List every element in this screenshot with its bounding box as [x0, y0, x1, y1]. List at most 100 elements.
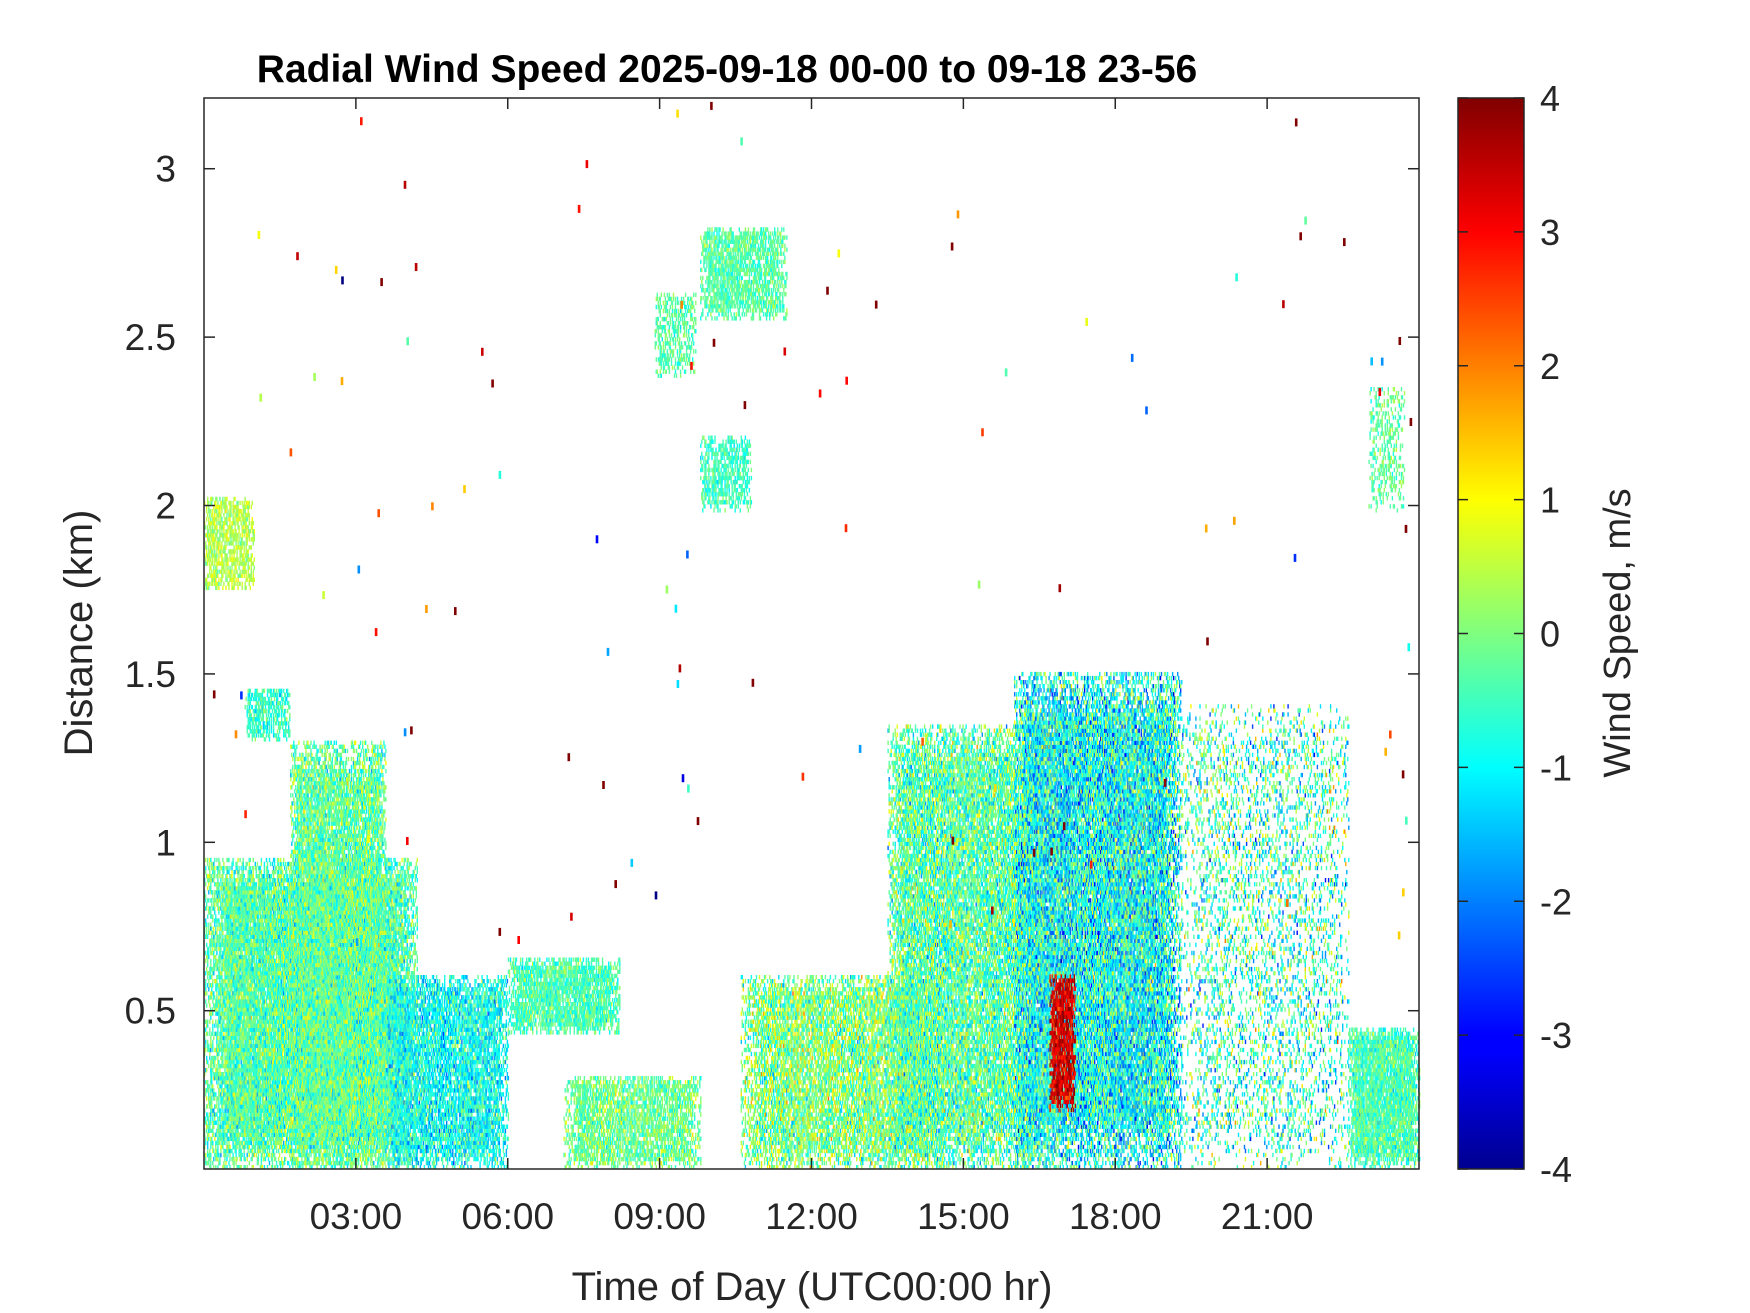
heatmap-cell — [220, 1149, 221, 1153]
heatmap-cell — [250, 923, 251, 927]
heatmap-cell — [216, 1100, 217, 1104]
heatmap-cell — [241, 947, 242, 951]
heatmap-cell — [252, 963, 253, 967]
heatmap-cell — [222, 1056, 223, 1060]
heatmap-cell — [221, 1032, 222, 1036]
heatmap-cell — [227, 1040, 228, 1044]
heatmap-cell — [205, 1048, 206, 1052]
heatmap-cell — [210, 1145, 211, 1149]
heatmap-cell — [208, 1133, 209, 1137]
heatmap-cell — [252, 1157, 253, 1161]
heatmap-cell — [214, 874, 215, 878]
heatmap-cell — [233, 1060, 234, 1064]
heatmap-cell — [256, 959, 257, 963]
heatmap-cell — [207, 1080, 208, 1084]
heatmap-cell — [249, 1032, 250, 1036]
heatmap-cell — [243, 1040, 244, 1044]
heatmap-cell — [226, 874, 227, 878]
heatmap-cell — [219, 1161, 220, 1165]
heatmap-cell — [207, 1060, 208, 1064]
heatmap-cell — [216, 947, 217, 951]
heatmap-cell — [241, 866, 242, 870]
heatmap-cell — [212, 914, 213, 918]
heatmap-cell — [211, 874, 212, 878]
heatmap-cell — [254, 979, 255, 983]
heatmap-cell — [205, 1117, 206, 1121]
heatmap-cell — [229, 866, 230, 870]
heatmap-cell — [213, 991, 214, 995]
heatmap-cell — [229, 991, 230, 995]
heatmap-cell — [208, 923, 209, 927]
heatmap-cell — [210, 963, 211, 967]
heatmap-cell — [239, 971, 240, 975]
heatmap-cell — [246, 866, 247, 870]
heatmap-cell — [219, 894, 220, 898]
heatmap-cell — [234, 995, 235, 999]
heatmap-cell — [209, 1149, 210, 1153]
chart-title: Radial Wind Speed 2025-09-18 00-00 to 09… — [257, 48, 1197, 91]
heatmap-cell — [241, 1015, 242, 1019]
heatmap-cell — [238, 882, 239, 886]
heatmap-cell — [220, 995, 221, 999]
heatmap-cell — [232, 1076, 233, 1080]
heatmap-cell — [236, 931, 237, 935]
heatmap-cell — [227, 1153, 228, 1157]
heatmap-cell — [211, 1076, 212, 1080]
heatmap-cell — [207, 983, 208, 987]
heatmap-cell — [245, 1157, 246, 1161]
heatmap-cell — [216, 1007, 217, 1011]
heatmap-cell — [211, 898, 212, 902]
heatmap-cell — [256, 870, 257, 874]
heatmap-cell — [208, 1064, 209, 1068]
heatmap-cell — [223, 1161, 224, 1165]
heatmap-cell — [219, 1088, 220, 1092]
heatmap-cell — [213, 951, 214, 955]
heatmap-cell — [211, 1072, 212, 1076]
heatmap-cell — [224, 987, 225, 991]
heatmap-cell — [228, 1032, 229, 1036]
heatmap-cell — [241, 991, 242, 995]
heatmap-cell — [224, 1137, 225, 1141]
heatmap-cell — [255, 1020, 256, 1024]
heatmap-cell — [206, 943, 207, 947]
heatmap-cell — [230, 918, 231, 922]
heatmap-cell — [246, 1028, 247, 1032]
heatmap-cell — [214, 1024, 215, 1028]
heatmap-cell — [245, 878, 246, 882]
heatmap-cell — [221, 890, 222, 894]
heatmap-cell — [224, 1157, 225, 1161]
heatmap-cell — [222, 1024, 223, 1028]
heatmap-cell — [223, 1020, 224, 1024]
heatmap-cell — [210, 858, 211, 862]
heatmap-cell — [250, 882, 251, 886]
heatmap-cell — [236, 1157, 237, 1161]
heatmap-cell — [212, 979, 213, 983]
heatmap-cell — [242, 951, 243, 955]
heatmap-cell — [223, 894, 224, 898]
heatmap-cell — [205, 866, 206, 870]
heatmap-cell — [213, 927, 214, 931]
heatmap-cell — [214, 902, 215, 906]
heatmap-cell — [225, 1153, 226, 1157]
heatmap-cell — [205, 1137, 206, 1141]
heatmap-cell — [213, 1036, 214, 1040]
heatmap-cell — [223, 866, 224, 870]
heatmap-cell — [233, 874, 234, 878]
heatmap-cell — [212, 1145, 213, 1149]
heatmap-cell — [223, 1096, 224, 1100]
heatmap-cell — [258, 1157, 259, 1161]
heatmap-cell — [207, 1145, 208, 1149]
heatmap-cell — [255, 1145, 256, 1149]
heatmap-cell — [253, 1125, 254, 1129]
heatmap-cell — [220, 878, 221, 882]
heatmap-cell — [216, 979, 217, 983]
heatmap-cell — [214, 935, 215, 939]
heatmap-cell — [246, 1076, 247, 1080]
heatmap-cell — [256, 1032, 257, 1036]
heatmap-cell — [211, 902, 212, 906]
heatmap-cell — [222, 902, 223, 906]
heatmap-cell — [216, 1104, 217, 1108]
heatmap-cell — [222, 927, 223, 931]
heatmap-cell — [249, 862, 250, 866]
heatmap-cell — [237, 951, 238, 955]
